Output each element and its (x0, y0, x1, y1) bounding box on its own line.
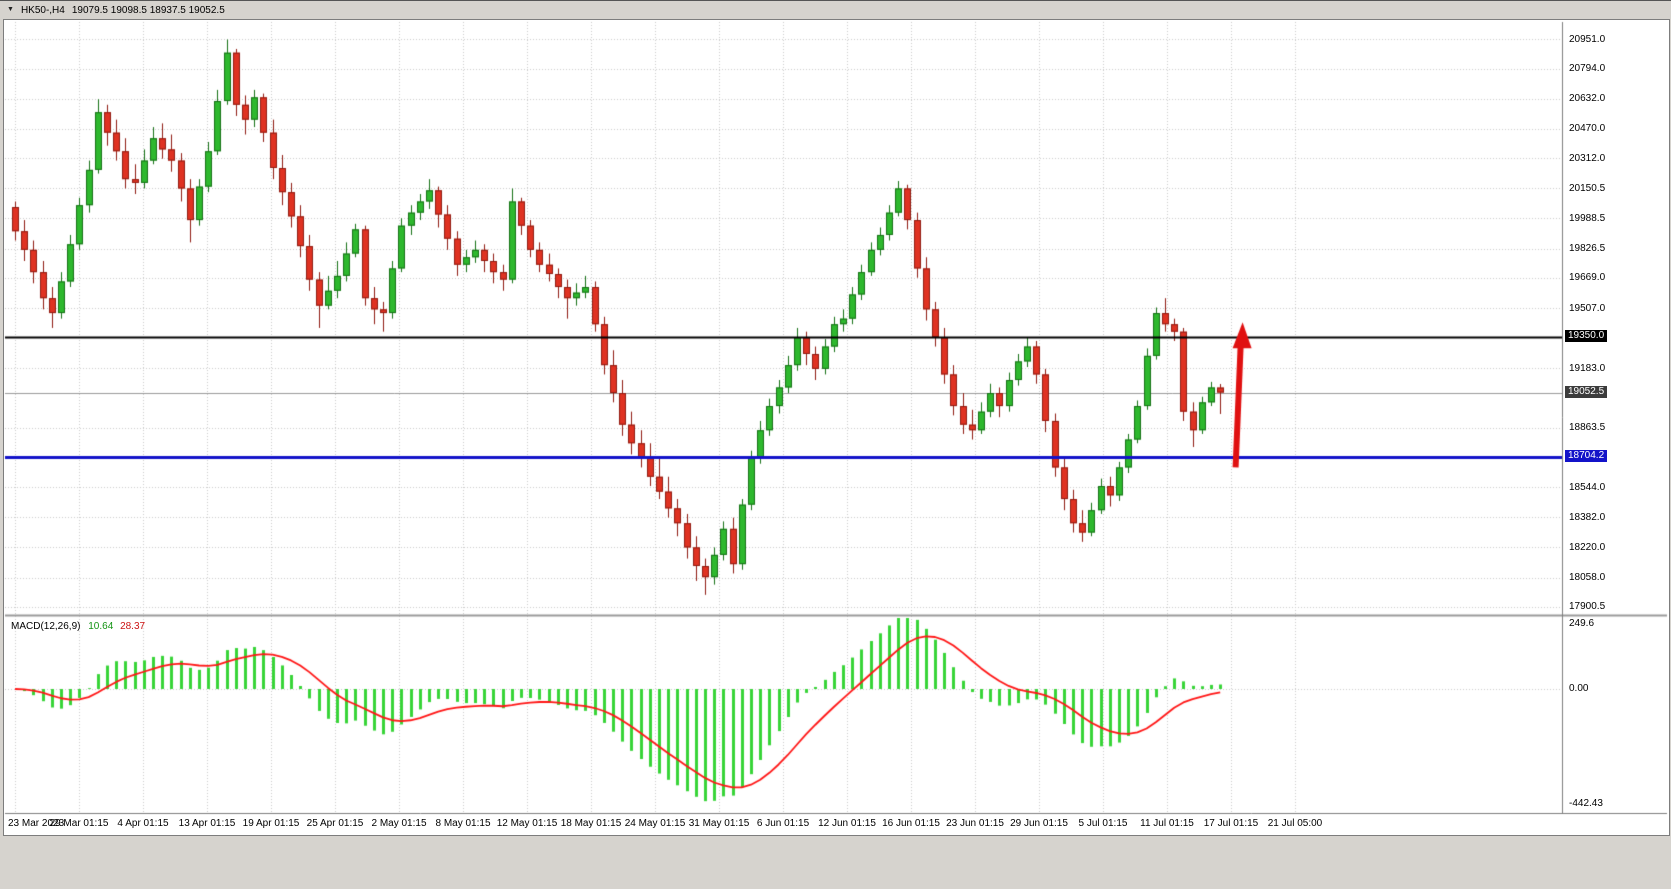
macd-scale-max-label: 249.6 (1569, 618, 1595, 629)
time-axis-label: 23 Jun 01:15 (946, 818, 1004, 829)
time-axis-label: 17 Jul 01:15 (1203, 818, 1259, 829)
price-axis-label: 19988.5 (1569, 212, 1606, 224)
price-axis-label: 20312.0 (1569, 152, 1606, 164)
price-axis-label: 20951.0 (1569, 33, 1606, 45)
price-chart-canvas[interactable] (4, 20, 1669, 835)
resistance-price-tag: 19350.0 (1565, 330, 1608, 343)
price-axis-label: 18058.0 (1569, 572, 1606, 584)
price-axis-label: 19826.5 (1569, 243, 1606, 255)
time-axis-label: 13 Apr 01:15 (178, 818, 236, 829)
chart-header: ▼ HK50-,H4 19079.5 19098.5 18937.5 19052… (0, 1, 1671, 19)
price-axis-label: 18220.0 (1569, 541, 1606, 553)
macd-scale-min-label: -442.43 (1569, 798, 1603, 809)
time-axis-label: 29 Mar 01:15 (49, 818, 109, 829)
price-axis-label: 18544.0 (1569, 481, 1606, 493)
time-axis-label: 18 May 01:15 (560, 818, 622, 829)
macd-scale-zero-label: 0.00 (1569, 683, 1589, 694)
time-axis-label: 23 Mar 2023 (8, 818, 65, 829)
price-axis-label: 18863.5 (1569, 422, 1606, 434)
symbol-marker-icon: ▼ (7, 6, 14, 13)
price-axis-label: 17900.5 (1569, 601, 1606, 613)
price-axis-label: 20632.0 (1569, 93, 1606, 105)
time-axis-label: 5 Jul 01:15 (1078, 818, 1128, 829)
chart-frame: MACD(12,26,9) 10.64 28.37 20951.0 20794.0… (3, 19, 1670, 836)
price-axis-label: 20150.5 (1569, 182, 1606, 194)
price-axis-label: 19669.0 (1569, 272, 1606, 284)
time-axis-label: 2 May 01:15 (371, 818, 427, 829)
chart-title-symbol: HK50-,H4 (20, 4, 65, 16)
time-axis-label: 21 Jul 05:00 (1267, 818, 1323, 829)
price-axis-label: 19183.0 (1569, 362, 1606, 374)
time-axis-label: 8 May 01:15 (435, 818, 491, 829)
time-axis-label: 25 Apr 01:15 (306, 818, 364, 829)
chart-title-ohlc: 19079.5 19098.5 18937.5 19052.5 (71, 4, 225, 16)
time-axis-label: 12 Jun 01:15 (818, 818, 876, 829)
time-axis-label: 6 Jun 01:15 (756, 818, 810, 829)
price-axis-label: 19507.0 (1569, 302, 1606, 314)
macd-signal-value: 28.37 (120, 621, 146, 632)
time-axis-label: 12 May 01:15 (496, 818, 558, 829)
time-axis-label: 16 Jun 01:15 (882, 818, 940, 829)
macd-indicator-label: MACD(12,26,9) 10.64 28.37 (11, 621, 145, 632)
price-axis-label: 20794.0 (1569, 63, 1606, 75)
current-price-tag: 19052.5 (1565, 385, 1608, 398)
price-axis-label: 18382.0 (1569, 511, 1606, 523)
time-axis-label: 4 Apr 01:15 (117, 818, 169, 829)
macd-value: 10.64 (88, 621, 114, 632)
macd-title: MACD(12,26,9) (11, 621, 81, 632)
time-axis-label: 19 Apr 01:15 (242, 818, 300, 829)
price-axis-label: 20470.0 (1569, 123, 1606, 135)
time-axis-label: 24 May 01:15 (624, 818, 686, 829)
support-price-tag: 18704.2 (1565, 450, 1608, 463)
time-axis-label: 11 Jul 01:15 (1140, 818, 1194, 829)
time-axis-label: 31 May 01:15 (688, 818, 750, 829)
time-axis-label: 29 Jun 01:15 (1010, 818, 1068, 829)
